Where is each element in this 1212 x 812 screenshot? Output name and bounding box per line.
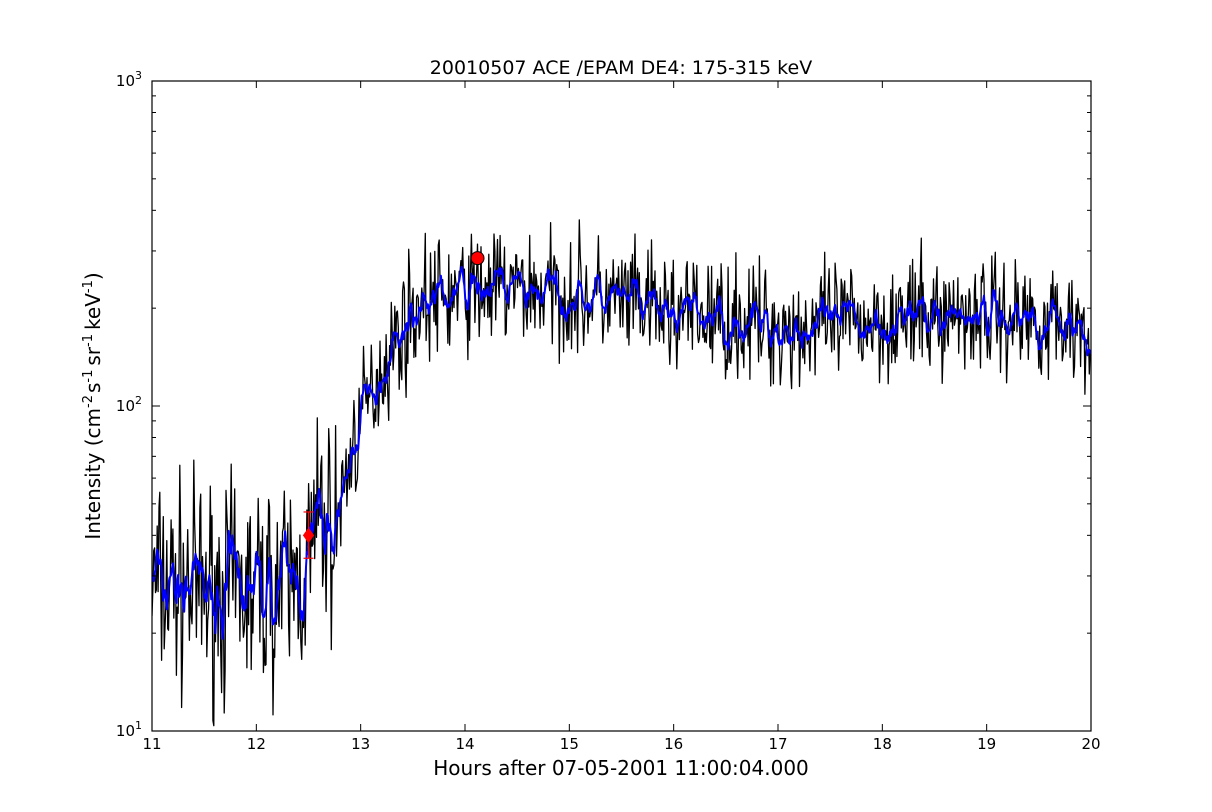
x-tick-label: 13: [351, 735, 370, 753]
onset-marker: [302, 527, 315, 544]
marker-layer: [302, 251, 485, 559]
x-tick-label: 17: [768, 735, 787, 753]
x-tick-label: 18: [873, 735, 892, 753]
y-axis-label: Intensity (cm-2s-1sr-1keV-1): [81, 272, 105, 539]
x-tick-label: 11: [142, 735, 161, 753]
y-axis: 101 102 103: [116, 69, 1091, 740]
x-tick-label: 19: [977, 735, 996, 753]
chart-title: 20010507 ACE /EPAM DE4: 175-315 keV: [430, 57, 812, 79]
x-tick-label: 12: [247, 735, 266, 753]
x-tick-label: 20: [1081, 735, 1100, 753]
x-axis: 11 12 13 14 15 16 17 18 19 20: [142, 81, 1101, 753]
x-tick-label: 16: [664, 735, 683, 753]
x-axis-label: Hours after 07-05-2001 11:00:04.000: [433, 756, 809, 780]
x-tick-label: 14: [455, 735, 474, 753]
y-tick-label: 103: [116, 69, 142, 90]
plot-frame: [151, 80, 1092, 732]
y-tick-label: 102: [116, 394, 142, 415]
x-tick-label: 15: [560, 735, 579, 753]
raw-series-line: [152, 219, 1091, 727]
plot-series: [152, 219, 1091, 727]
peak-marker: [470, 251, 485, 266]
y-tick-label: 101: [116, 719, 142, 740]
